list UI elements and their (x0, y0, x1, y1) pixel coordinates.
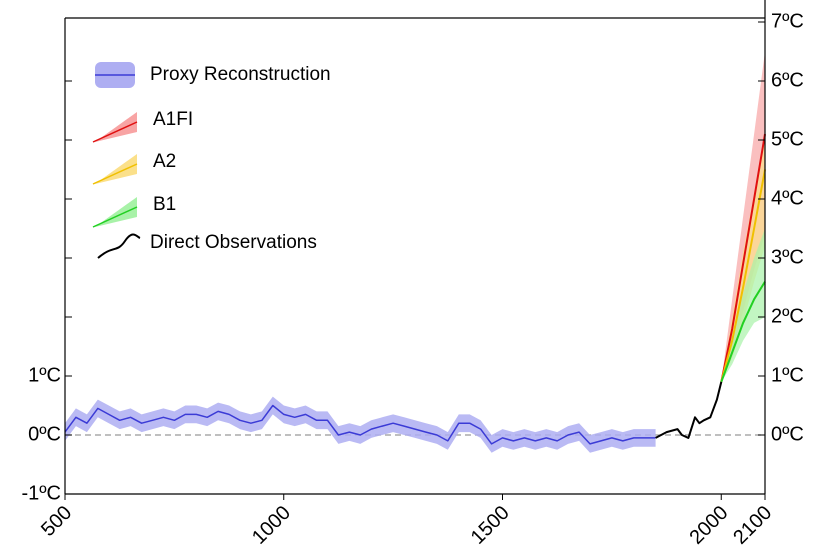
y2-tick-label: 6ºC (771, 69, 804, 91)
y2-tick-label: 4ºC (771, 187, 804, 209)
y2-tick-label: 7ºC (771, 10, 804, 32)
legend-swatch (95, 154, 137, 184)
y2-tick-label: 0ºC (771, 423, 804, 445)
series-line (64, 404, 656, 445)
y2-tick-label: 3ºC (771, 246, 804, 268)
series-line (655, 381, 723, 439)
legend-swatch-line (97, 233, 141, 259)
x-tick-label: 2000 (685, 502, 732, 549)
series-line (720, 133, 766, 383)
legend-label: B1 (153, 194, 176, 215)
legend-swatch-line (92, 206, 138, 228)
series-line (720, 281, 766, 383)
legend-swatch-line (92, 163, 138, 185)
uncertainty-band (65, 396, 656, 453)
legend-swatch (95, 112, 137, 142)
y-tick-label: 0ºC (28, 423, 61, 445)
uncertainty-band (721, 51, 765, 382)
legend-label: A1FI (153, 109, 193, 130)
y-tick-label: -1ºC (21, 482, 61, 504)
y2-tick-label: 1ºC (771, 364, 804, 386)
x-tick-label: 500 (37, 502, 76, 541)
y-tick-label: 1ºC (28, 364, 61, 386)
y2-tick-label: 2ºC (771, 305, 804, 327)
legend: Proxy Reconstruction A1FI A2 B1 Direct Obser… (92, 62, 331, 259)
legend-swatch-line (92, 121, 138, 143)
legend-label: A2 (153, 151, 176, 172)
legend-swatch (95, 197, 137, 227)
legend-label: Direct Observations (150, 232, 317, 253)
x-tick-label: 2100 (729, 502, 776, 549)
x-tick-label: 1000 (248, 502, 295, 549)
y2-tick-label: 5ºC (771, 128, 804, 150)
legend-label: Proxy Reconstruction (150, 64, 331, 85)
series-line (720, 169, 766, 383)
x-tick-label: 1500 (467, 502, 514, 549)
